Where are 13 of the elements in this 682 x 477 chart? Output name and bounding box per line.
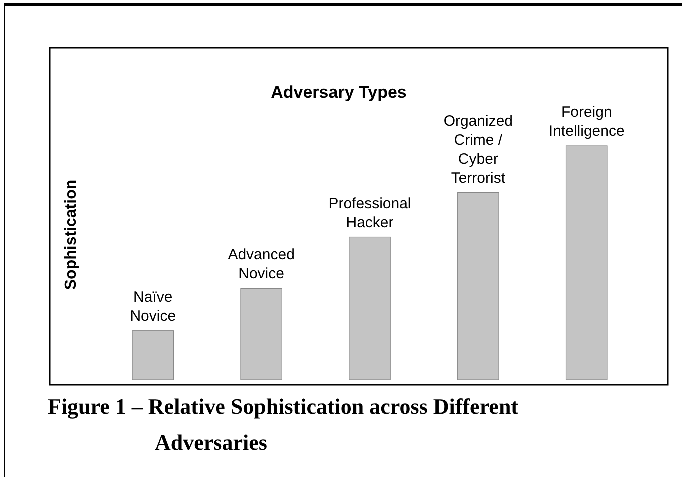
bar [566,146,608,380]
x-tick-label: Organized Crime / Cyber Terrorist [444,112,514,187]
x-tick-label: Foreign Intelligence [548,104,625,140]
caption: Figure 1 – Relative Sophistication across Different Adversaries [48,394,520,455]
chart-title: Adversary Types [271,83,407,102]
x-tick-label: Advanced Novice [228,246,295,283]
bar [349,236,391,380]
x-tick-label: Professional Hacker [328,195,412,232]
bar [458,192,500,380]
y-axis-title: Sophistication [63,180,80,290]
bar [132,330,174,380]
bar [240,288,282,380]
x-tick-label: Naïve Novice [130,288,176,325]
